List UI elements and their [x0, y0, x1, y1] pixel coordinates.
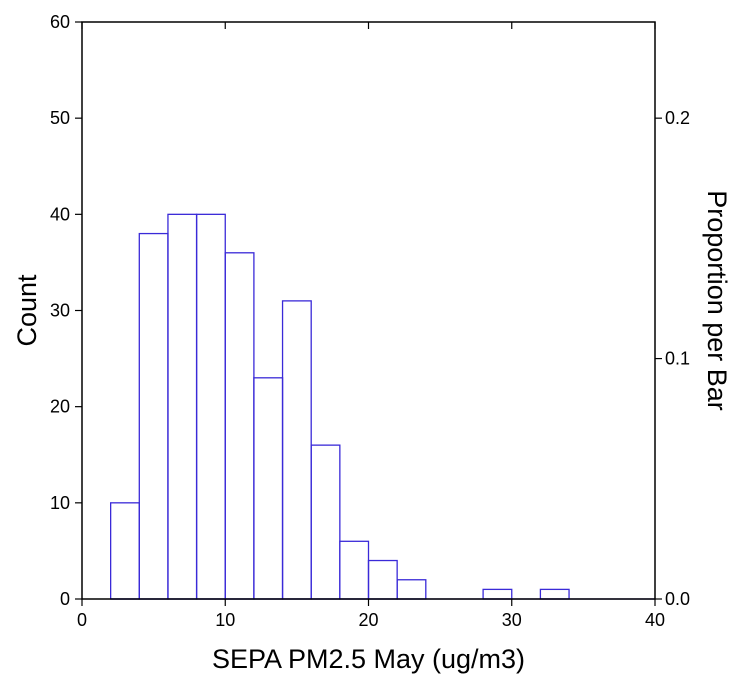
- y-tick-label: 30: [50, 301, 70, 321]
- histogram-bar: [281, 300, 312, 600]
- y-tick-label: 0: [60, 589, 70, 609]
- x-tick-label: 30: [502, 610, 522, 630]
- histogram-bar: [138, 232, 169, 600]
- y-tick-label: 10: [50, 493, 70, 513]
- histogram-bar: [310, 444, 341, 600]
- histogram-bar: [396, 579, 427, 600]
- histogram-bar: [539, 588, 570, 600]
- y2-tick-label: 0.0: [665, 589, 690, 609]
- histogram-bar: [482, 588, 513, 600]
- x-tick-label: 40: [645, 610, 665, 630]
- y2-tick-label: 0.2: [665, 108, 690, 128]
- y-tick-label: 40: [50, 204, 70, 224]
- histogram-bar: [195, 213, 226, 600]
- histogram-bar: [167, 213, 198, 600]
- histogram-bar: [110, 502, 140, 600]
- x-axis-title: SEPA PM2.5 May (ug/m3): [212, 644, 525, 674]
- bars-group: [110, 213, 655, 600]
- tick-labels-group: 0 10 20 30 40 0 10 20 30 40 50 60 0.0 0.1 0.2: [50, 12, 690, 630]
- y2-tick-label: 0.1: [665, 349, 690, 369]
- y-tick-label: 50: [50, 108, 70, 128]
- histogram-bar: [339, 540, 370, 600]
- histogram-bar: [224, 252, 255, 600]
- ticks-group: [75, 21, 662, 606]
- y-axis-title: Count: [12, 274, 42, 347]
- y2-axis-title: Proportion per Bar: [702, 190, 732, 411]
- histogram-bar: [367, 559, 398, 600]
- x-tick-label: 10: [215, 610, 235, 630]
- y-tick-label: 60: [50, 12, 70, 32]
- y-tick-label: 20: [50, 397, 70, 417]
- x-tick-label: 20: [358, 610, 378, 630]
- x-tick-label: 0: [77, 610, 87, 630]
- histogram-bar: [253, 377, 284, 600]
